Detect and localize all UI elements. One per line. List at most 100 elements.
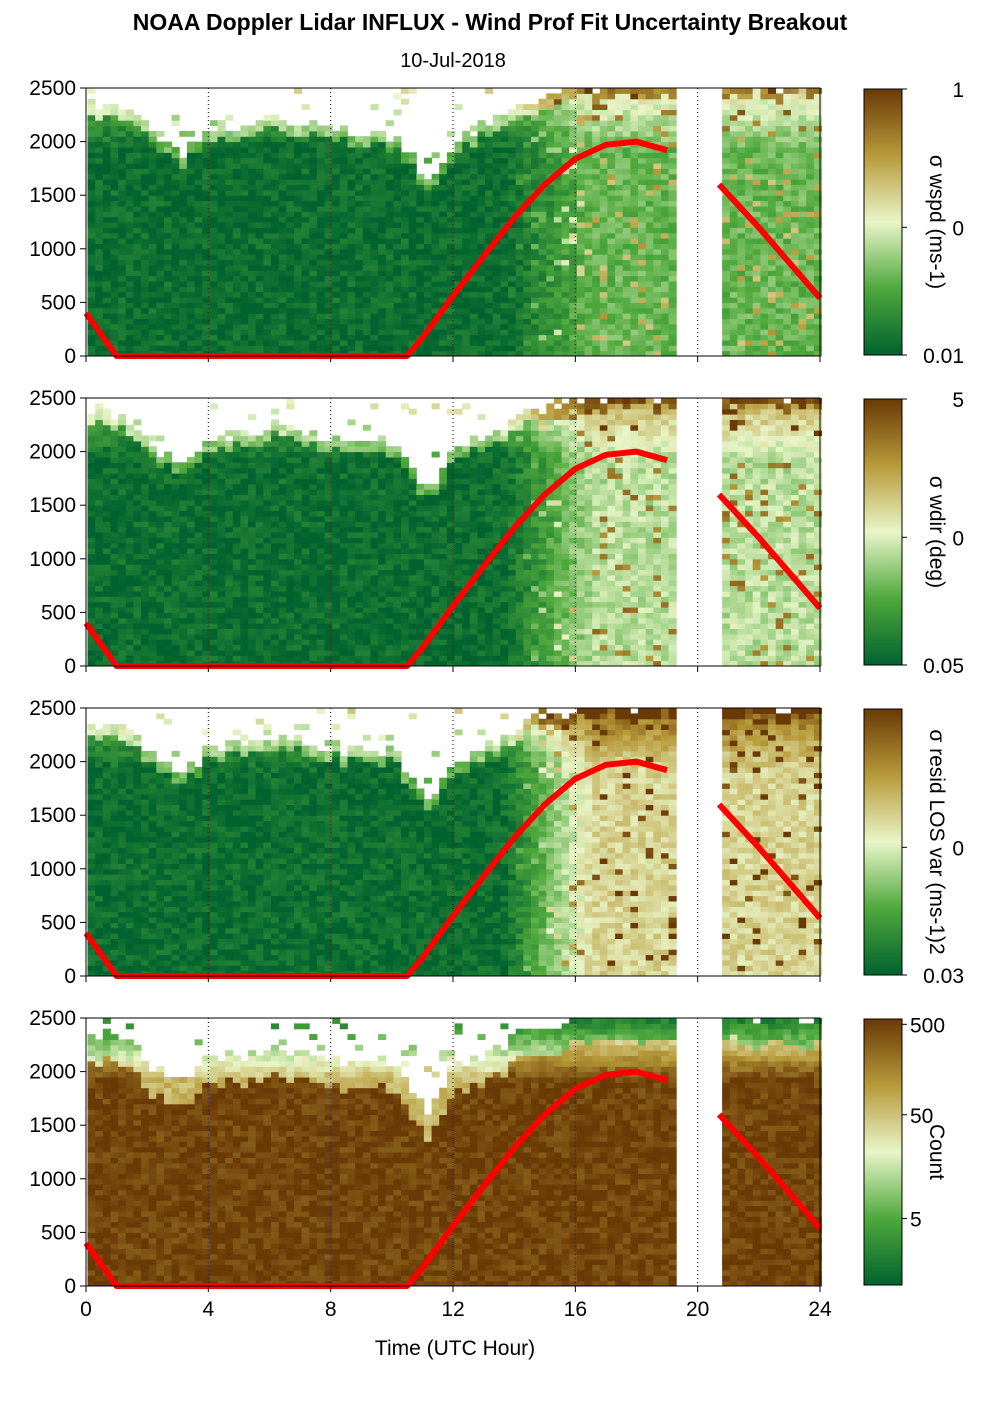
heatmap-cell (485, 281, 493, 287)
heatmap-cell (370, 131, 378, 137)
heatmap-cell (363, 227, 371, 233)
heatmap-cell (539, 227, 547, 233)
heatmap-cell (332, 147, 340, 153)
heatmap-cell (133, 174, 141, 180)
heatmap-cell (447, 254, 455, 260)
heatmap-cell (493, 345, 501, 351)
heatmap-cell (661, 254, 669, 260)
heatmap-cell (340, 152, 348, 158)
heatmap-cell (500, 243, 508, 249)
heatmap-cell (195, 505, 203, 511)
heatmap-cell (133, 468, 141, 474)
heatmap-cell (141, 441, 149, 447)
heatmap-cell (539, 152, 547, 158)
heatmap-cell (776, 345, 784, 351)
heatmap-cell (294, 201, 302, 207)
heatmap-cell (118, 302, 126, 308)
heatmap-cell (577, 190, 585, 196)
heatmap-cell (554, 185, 562, 191)
heatmap-cell (615, 88, 623, 94)
heatmap-cell (164, 457, 172, 463)
heatmap-cell (202, 639, 210, 645)
heatmap-cell (799, 168, 807, 174)
heatmap-cell (508, 249, 516, 255)
heatmap-cell (332, 254, 340, 260)
heatmap-cell (737, 222, 745, 228)
heatmap-cell (195, 195, 203, 201)
heatmap-cell (554, 147, 562, 153)
heatmap-cell (317, 276, 325, 282)
heatmap-cell (669, 158, 677, 164)
heatmap-cell (195, 634, 203, 640)
heatmap-cell (141, 308, 149, 314)
heatmap-cell (309, 131, 317, 137)
heatmap-cell (630, 276, 638, 282)
heatmap-cell (401, 185, 409, 191)
heatmap-cell (386, 206, 394, 212)
heatmap-cell (156, 233, 164, 239)
heatmap-cell (156, 195, 164, 201)
y-tick-label: 2500 (29, 77, 76, 100)
heatmap-cell (225, 254, 233, 260)
heatmap-cell (776, 340, 784, 346)
heatmap-cell (256, 201, 264, 207)
heatmap-cell (172, 115, 180, 121)
heatmap-cell (539, 308, 547, 314)
heatmap-cell (149, 340, 157, 346)
heatmap-cell (126, 217, 134, 223)
heatmap-cell (309, 297, 317, 303)
heatmap-cell (600, 335, 608, 341)
heatmap-cell (569, 185, 577, 191)
heatmap-cell (332, 227, 340, 233)
heatmap-cell (256, 249, 264, 255)
heatmap-cell (669, 335, 677, 341)
heatmap-cell (141, 281, 149, 287)
heatmap-cell (401, 324, 409, 330)
heatmap-cell (256, 120, 264, 126)
heatmap-cell (202, 612, 210, 618)
heatmap-cell (218, 553, 226, 559)
heatmap-cell (546, 115, 554, 121)
heatmap-cell (661, 163, 669, 169)
heatmap-cell (172, 650, 180, 656)
heatmap-cell (401, 254, 409, 260)
heatmap-cell (210, 195, 218, 201)
heatmap-cell (485, 131, 493, 137)
heatmap-cell (133, 302, 141, 308)
heatmap-cell (294, 227, 302, 233)
heatmap-cell (393, 179, 401, 185)
heatmap-cell (638, 195, 646, 201)
heatmap-cell (95, 607, 103, 613)
heatmap-cell (355, 308, 363, 314)
heatmap-cell (646, 297, 654, 303)
heatmap-cell (348, 174, 356, 180)
heatmap-cell (516, 297, 524, 303)
heatmap-cell (95, 532, 103, 538)
heatmap-cell (118, 645, 126, 651)
heatmap-cell (156, 478, 164, 484)
heatmap-cell (202, 489, 210, 495)
heatmap-cell (95, 147, 103, 153)
heatmap-cell (240, 168, 248, 174)
heatmap-cell (531, 142, 539, 148)
heatmap-cell (95, 596, 103, 602)
heatmap-cell (378, 249, 386, 255)
heatmap-cell (462, 201, 470, 207)
heatmap-cell (355, 206, 363, 212)
heatmap-cell (210, 645, 218, 651)
heatmap-cell (271, 238, 279, 244)
heatmap-cell (432, 340, 440, 346)
heatmap-cell (95, 559, 103, 565)
heatmap-cell (263, 142, 271, 148)
heatmap-cell (577, 302, 585, 308)
heatmap-cell (416, 249, 424, 255)
heatmap-cell (294, 292, 302, 298)
heatmap-cell (317, 195, 325, 201)
heatmap-cell (607, 286, 615, 292)
heatmap-cell (439, 201, 447, 207)
heatmap-cell (118, 639, 126, 645)
heatmap-cell (141, 158, 149, 164)
heatmap-cell (126, 559, 134, 565)
heatmap-cell (424, 308, 432, 314)
heatmap-cell (332, 163, 340, 169)
